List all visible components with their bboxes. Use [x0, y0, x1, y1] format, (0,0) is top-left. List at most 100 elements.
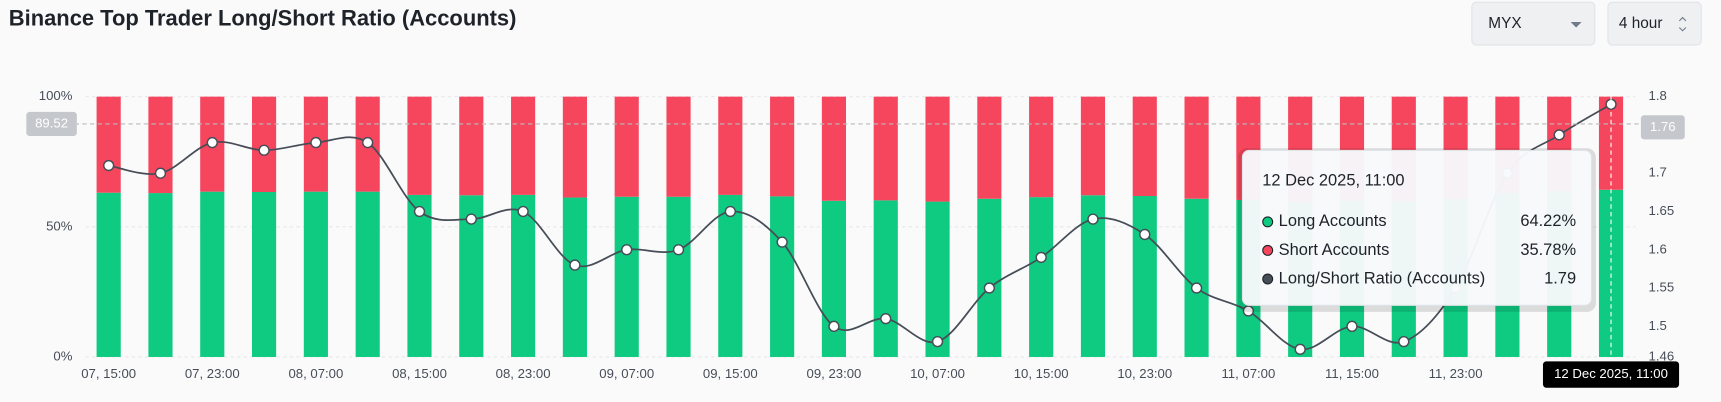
y2-tick-label: 1.5: [1649, 318, 1667, 333]
x-tick-label: 10, 23:00: [1117, 366, 1172, 381]
bar-segment: [925, 201, 950, 357]
y2-tick-label: 1.6: [1649, 241, 1667, 256]
interval-text: 4 hour: [1619, 15, 1663, 32]
ratio-point: [517, 205, 529, 218]
x-tick-label: 10, 07:00: [910, 366, 965, 381]
x-tick-label: 09, 15:00: [703, 366, 758, 381]
x-tick-label: 07, 23:00: [185, 366, 240, 381]
bar-segment: [977, 198, 1002, 357]
stepper-icon: [1678, 16, 1687, 32]
crosshair-left-box: [26, 111, 77, 137]
bar-segment: [718, 194, 743, 357]
bar-segment: [1029, 197, 1054, 357]
crosshair-left-label: 89.52: [35, 115, 68, 130]
ratio-point: [310, 136, 322, 149]
ratio-point: [103, 159, 115, 172]
ratio-point: [1190, 282, 1203, 294]
bar-segment: [770, 196, 795, 357]
x-tick-label: 12 Dec 2025, 11:00: [1554, 366, 1668, 381]
chart-title: Binance Top Trader Long/Short Ratio (Acc…: [9, 6, 517, 31]
x-tick-label: 09, 23:00: [807, 366, 862, 381]
tooltip-swatch: [1262, 273, 1274, 285]
bar-segment: [821, 200, 847, 357]
ratio-point: [362, 136, 374, 149]
bar-segment: [562, 96, 587, 198]
ratio-point: [931, 335, 944, 348]
bar-segment: [96, 96, 121, 193]
ratio-point: [621, 244, 633, 256]
x-tick-label: 08, 07:00: [288, 366, 343, 381]
ratio-point: [1346, 320, 1358, 332]
bar-segment: [666, 96, 691, 197]
y2-tick-label: 1.8: [1649, 88, 1667, 103]
tooltip-swatch: [1262, 216, 1274, 228]
ratio-point: [776, 236, 788, 248]
bar-segment: [562, 197, 587, 357]
bar-segment: [407, 96, 432, 195]
bar-segment: [873, 200, 898, 357]
ratio-point: [1139, 228, 1151, 241]
ratio-point: [724, 205, 736, 218]
bar-segment: [666, 196, 691, 357]
symbol-select[interactable]: [1471, 1, 1596, 46]
bar-segment: [873, 96, 898, 201]
x-tick-label: 08, 23:00: [496, 366, 551, 381]
tooltip-value: 35.78%: [1520, 241, 1576, 259]
bar-segment: [252, 192, 277, 357]
dropdown-arrow: [1570, 21, 1582, 28]
interval-select[interactable]: [1607, 1, 1702, 46]
ratio-point: [154, 167, 167, 179]
ratio-point: [1035, 251, 1047, 264]
x-tick-label: 10, 15:00: [1014, 366, 1069, 381]
bar-segment: [977, 96, 1002, 199]
ratio-point: [1294, 343, 1306, 355]
ratio-point: [983, 282, 996, 294]
symbol-text: MYX: [1488, 15, 1521, 32]
bar-segment: [925, 96, 950, 202]
ratio-point: [1398, 335, 1410, 348]
ratio-point: [465, 213, 477, 225]
bar-segment: [511, 194, 536, 357]
x-tick-label: 11, 23:00: [1429, 366, 1483, 381]
tooltip-swatch: [1262, 244, 1274, 256]
ratio-point: [1087, 213, 1099, 225]
ratio-point: [258, 144, 270, 156]
crosshair-right-label: 1.76: [1650, 119, 1676, 134]
crosshair-right-box: [1640, 115, 1685, 140]
y-tick-label: 50%: [46, 218, 73, 233]
y2-tick-label: 1.55: [1649, 280, 1675, 295]
tooltip-name: Long/Short Ratio (Accounts): [1279, 269, 1486, 287]
x-tick-label: 09, 07:00: [599, 366, 654, 381]
bar-segment: [1132, 96, 1157, 197]
tooltip-name: Long Accounts: [1279, 212, 1387, 230]
bar-segment: [96, 192, 121, 357]
bar-segment: [252, 96, 277, 193]
bar-segment: [407, 194, 432, 357]
bar-segment: [614, 96, 639, 197]
bar-segment: [148, 193, 173, 357]
tooltip-value: 1.79: [1544, 269, 1576, 287]
bar-segment: [303, 191, 328, 357]
tooltip-value: 64.22%: [1520, 212, 1576, 230]
x-tick-label: 11, 07:00: [1221, 366, 1275, 381]
ratio-point: [569, 259, 581, 271]
bar-segment: [1184, 198, 1209, 357]
x-tick-label: 08, 15:00: [392, 366, 447, 381]
y2-tick-label: 1.46: [1649, 348, 1675, 363]
x-hover-box: [1542, 361, 1680, 388]
bar-segment: [1132, 196, 1157, 357]
x-tick-label: 11, 15:00: [1325, 366, 1379, 381]
y-tick-label: 100%: [39, 88, 73, 103]
bar-segment: [511, 96, 536, 195]
tooltip: [1241, 149, 1593, 306]
x-tick-label: 07, 15:00: [81, 366, 136, 381]
bar-segment: [200, 191, 225, 357]
tooltip-title: 12 Dec 2025, 11:00: [1262, 172, 1404, 190]
ratio-point: [880, 313, 892, 325]
ratio-point: [672, 244, 685, 256]
y2-tick-label: 1.7: [1649, 165, 1667, 180]
ratio-point: [1242, 305, 1255, 317]
ratio-point: [206, 136, 218, 149]
bar-segment: [1080, 96, 1106, 196]
